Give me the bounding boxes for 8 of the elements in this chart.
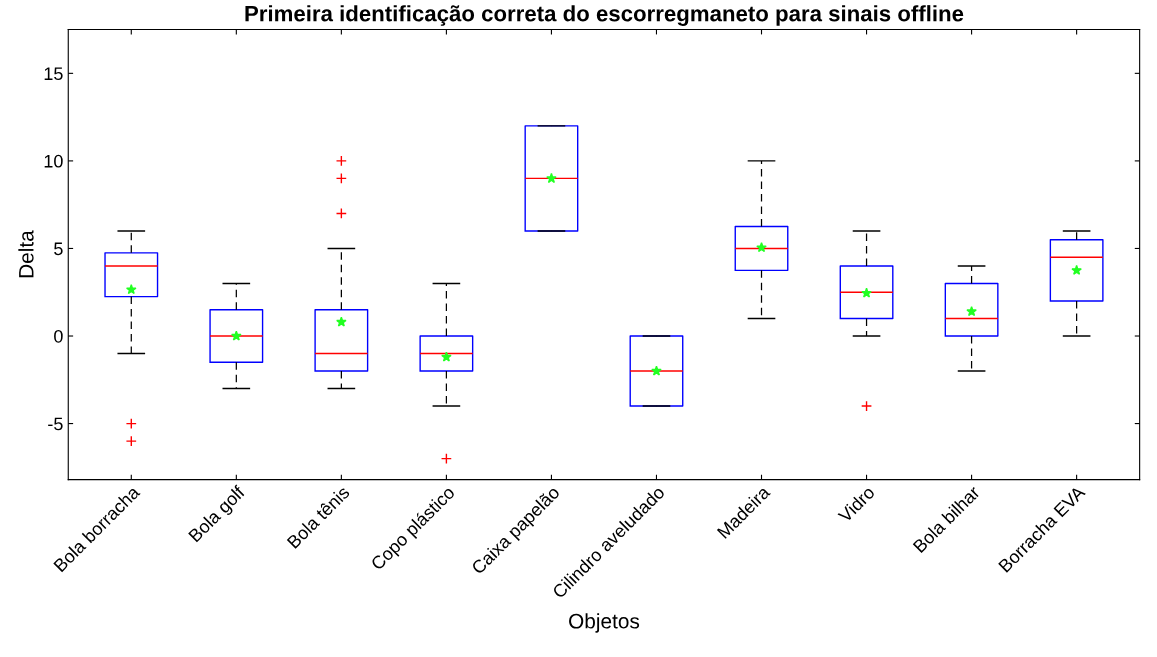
y-tick-label: 5 (54, 242, 63, 256)
y-tick-label: 10 (44, 154, 63, 168)
y-axis-title: Delta (18, 230, 34, 278)
chart-title: Primeira identificação correta do escorregmaneto para sinais offline (245, 5, 964, 26)
y-tick-label: -5 (48, 417, 63, 431)
y-tick-label: 15 (44, 67, 63, 81)
x-axis-title: Objetos (569, 613, 640, 633)
y-tick-label: 0 (54, 329, 63, 343)
